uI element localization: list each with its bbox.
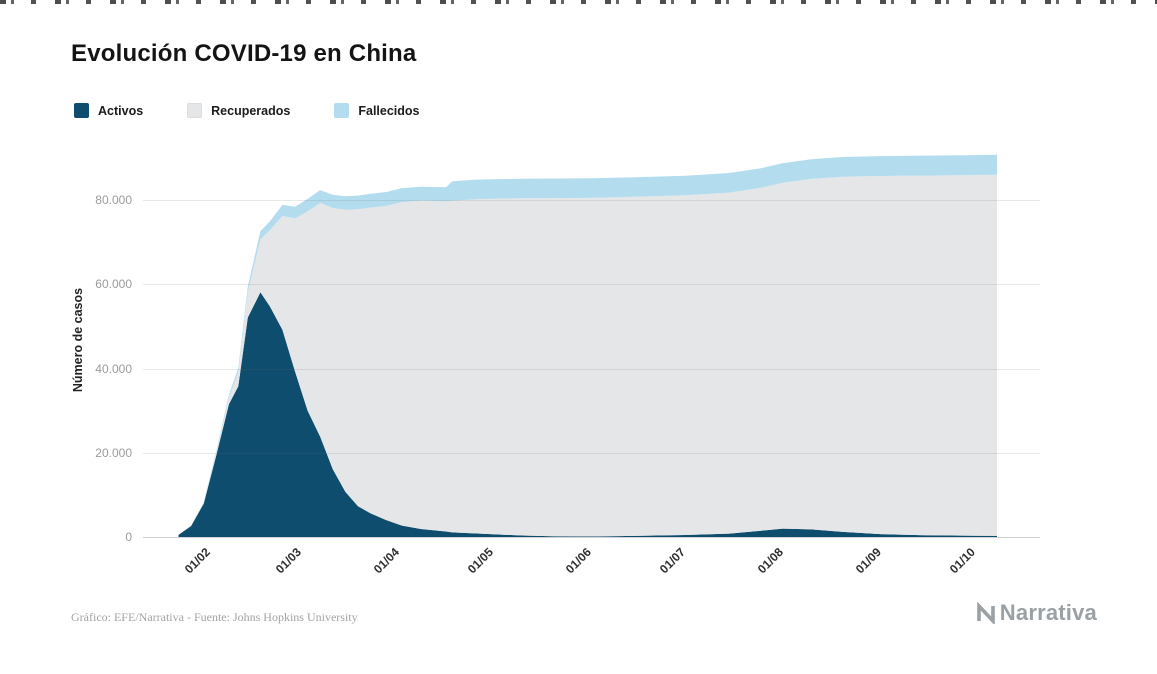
gridline <box>143 200 1040 201</box>
chart-title: Evolución COVID-19 en China <box>71 40 417 67</box>
legend-label: Fallecidos <box>358 103 420 118</box>
x-tick-label: 01/08 <box>754 545 786 577</box>
narrativa-logo: Narrativa <box>975 600 1097 626</box>
y-tick-label: 20.000 <box>95 445 132 460</box>
gridline <box>143 284 1040 286</box>
source-credit: Gráfico: EFE/Narrativa - Fuente: Johns H… <box>71 610 358 624</box>
gridline <box>143 368 1040 370</box>
series-area-fallecidos <box>178 154 997 535</box>
series-area-activos <box>178 292 997 537</box>
x-tick-label: 01/07 <box>657 545 689 577</box>
clipped-top-content <box>0 0 1157 4</box>
y-tick-label: 60.000 <box>95 277 132 292</box>
gridline <box>143 537 1040 538</box>
legend-label: Recuperados <box>211 103 291 118</box>
gridline <box>143 452 1040 454</box>
legend-item-recuperados[interactable]: Recuperados <box>187 103 290 118</box>
y-tick-label: 80.000 <box>95 193 132 207</box>
x-tick-label: 01/09 <box>852 545 884 577</box>
legend-swatch <box>74 103 89 118</box>
x-tick-label: 01/03 <box>273 545 305 577</box>
legend-item-activos[interactable]: Activos <box>74 103 143 118</box>
chart-legend: Activos Recuperados Fallecidos <box>74 103 420 118</box>
x-tick-label: 01/05 <box>465 545 497 577</box>
y-axis-title: Número de casos <box>71 287 85 393</box>
x-tick-label: 01/04 <box>370 545 402 577</box>
narrativa-logo-text: Narrativa <box>999 600 1097 625</box>
series-area-recuperados <box>178 174 997 537</box>
x-tick-label: 01/06 <box>562 545 594 577</box>
x-tick-label: 01/02 <box>181 545 213 577</box>
y-tick-label: 0 <box>125 530 132 544</box>
y-tick-label: 40.000 <box>95 361 132 376</box>
legend-swatch <box>334 103 350 118</box>
narrativa-logo-icon <box>976 602 995 624</box>
legend-swatch <box>187 103 203 118</box>
legend-label: Activos <box>98 103 144 118</box>
legend-item-fallecidos[interactable]: Fallecidos <box>334 103 420 118</box>
x-tick-label: 01/10 <box>946 545 978 577</box>
